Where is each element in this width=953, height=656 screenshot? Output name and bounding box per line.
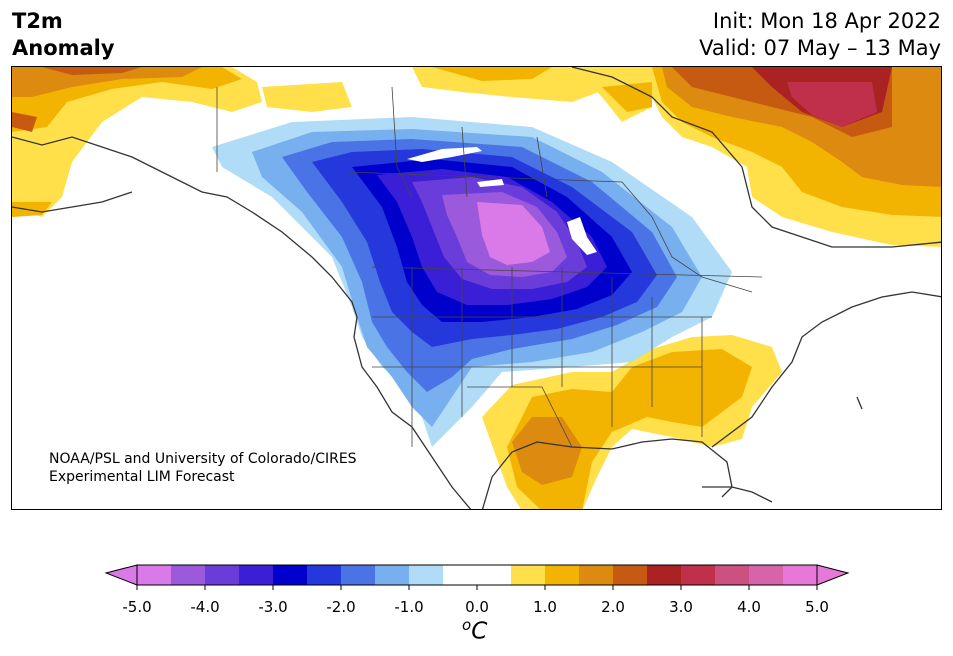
title-line-type: Anomaly: [12, 36, 115, 60]
map-canvas: [12, 67, 941, 509]
colorbar-bin: [273, 565, 308, 585]
colorbar-bin: [681, 565, 716, 585]
colorbar-tick-label: 5.0: [805, 598, 829, 616]
colorbar-tick-label: 4.0: [737, 598, 761, 616]
colorbar-over-arrow: [816, 564, 850, 586]
colorbar-tick-label: 0.0: [465, 598, 489, 616]
colorbar-tick-label: -3.0: [258, 598, 288, 616]
colorbar-bin: [647, 565, 682, 585]
colorbar-bin: [171, 565, 206, 585]
colorbar-bin: [409, 565, 444, 585]
title-line-variable: T2m: [12, 9, 63, 33]
credit-line-1: NOAA/PSL and University of Colorado/CIRE…: [49, 451, 357, 467]
colorbar-under-arrow: [104, 564, 138, 586]
warm-anomaly-arctic: [412, 67, 652, 122]
colorbar-bin: [137, 565, 172, 585]
colorbar-tick-label: -1.0: [394, 598, 424, 616]
colorbar-ticks: [136, 585, 818, 590]
cold-anomaly-central: [212, 117, 732, 447]
valid-date: Valid: 07 May – 13 May: [699, 36, 941, 60]
political-borders: [216, 86, 763, 448]
colorbar-bin: [477, 565, 512, 585]
colorbar-bin: [443, 565, 478, 585]
colorbar-bin: [715, 565, 750, 585]
colorbar-bin: [783, 565, 818, 585]
colorbar-tick-label: -5.0: [122, 598, 152, 616]
colorbar-bin: [375, 565, 410, 585]
colorbar-tick-label: 3.0: [669, 598, 693, 616]
colorbar-tick-label: 1.0: [533, 598, 557, 616]
anomaly-map: [11, 66, 942, 510]
credit-line-2: Experimental LIM Forecast: [49, 469, 235, 485]
units-celsius: C: [471, 618, 488, 645]
colorbar-bin: [545, 565, 580, 585]
colorbar-units: oC: [462, 616, 487, 645]
colorbar-bin: [749, 565, 784, 585]
lakes: [407, 147, 597, 255]
warm-anomaly-south: [482, 335, 782, 509]
coastlines: [12, 67, 941, 509]
colorbar-bin: [613, 565, 648, 585]
colorbar: [104, 564, 850, 590]
colorbar-bins: [137, 565, 818, 585]
colorbar-bin: [307, 565, 342, 585]
credit-text: NOAA/PSL and University of Colorado/CIRE…: [49, 450, 357, 486]
colorbar-tick-label: -4.0: [190, 598, 220, 616]
colorbar-bin: [341, 565, 376, 585]
init-date: Init: Mon 18 Apr 2022: [712, 9, 941, 33]
units-degree: o: [462, 616, 472, 634]
warm-anomaly-greenland: [652, 67, 941, 247]
colorbar-bin: [239, 565, 274, 585]
colorbar-tick-label: 2.0: [601, 598, 625, 616]
forecast-dates: Init: Mon 18 Apr 2022 Valid: 07 May – 13…: [699, 8, 941, 62]
map-title: T2m Anomaly: [12, 8, 115, 62]
colorbar-bin: [579, 565, 614, 585]
colorbar-tick-label: -2.0: [326, 598, 356, 616]
colorbar-bin: [205, 565, 240, 585]
warm-anomaly-alaska: [12, 67, 352, 217]
colorbar-bin: [511, 565, 546, 585]
